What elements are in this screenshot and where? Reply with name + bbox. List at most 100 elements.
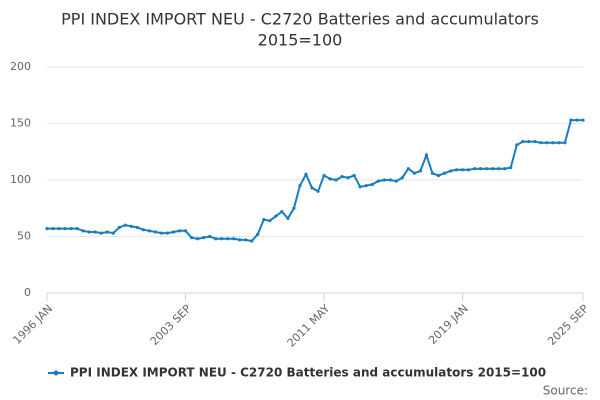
point	[316, 189, 320, 193]
point	[111, 231, 115, 235]
point	[581, 118, 585, 122]
point	[406, 167, 410, 171]
point	[575, 118, 579, 122]
point	[448, 169, 453, 173]
point	[274, 214, 278, 218]
point	[430, 171, 435, 175]
point	[340, 175, 344, 179]
y-tick-label: 0	[24, 286, 31, 299]
point	[515, 143, 519, 147]
point	[292, 206, 296, 210]
point	[189, 236, 194, 240]
point	[310, 186, 314, 190]
source: Source:	[543, 384, 588, 398]
point	[99, 231, 103, 235]
point	[159, 231, 164, 235]
chart-title: PPI INDEX IMPORT NEU - C2720 Batteries a…	[61, 10, 539, 29]
point	[521, 139, 525, 144]
point	[551, 141, 555, 145]
point	[280, 210, 284, 214]
point	[400, 176, 404, 180]
point	[527, 139, 531, 144]
point	[75, 226, 79, 231]
point	[545, 141, 549, 145]
point	[460, 168, 465, 172]
point	[268, 219, 272, 223]
point	[93, 230, 97, 234]
legend-marker	[53, 370, 59, 376]
x-tick-label: 2003 SEP	[148, 302, 194, 348]
point	[370, 182, 374, 187]
point	[135, 225, 139, 230]
point	[376, 179, 380, 183]
x-tick-label: 2019 JAN	[426, 302, 471, 347]
point	[165, 231, 170, 235]
point	[195, 237, 200, 241]
y-tick-label: 200	[10, 60, 31, 73]
point	[382, 178, 386, 182]
point	[394, 179, 398, 183]
point	[208, 234, 212, 239]
point	[466, 168, 471, 172]
point	[442, 171, 447, 175]
point	[244, 238, 248, 242]
point	[147, 229, 151, 233]
point	[322, 173, 326, 178]
point	[563, 141, 567, 145]
point	[183, 229, 188, 233]
point	[69, 226, 73, 231]
point	[424, 153, 429, 157]
point	[81, 229, 85, 233]
point	[497, 167, 501, 171]
point	[454, 168, 459, 172]
point	[51, 226, 55, 231]
point	[226, 237, 230, 241]
point	[232, 237, 236, 241]
y-tick-label: 50	[17, 230, 31, 243]
point	[503, 167, 507, 171]
point	[346, 176, 350, 180]
point	[479, 167, 483, 171]
point	[123, 223, 127, 227]
y-tick-label: 150	[10, 117, 31, 130]
point	[539, 141, 543, 145]
point	[298, 184, 302, 188]
point	[214, 237, 218, 241]
point	[153, 230, 158, 234]
point	[105, 230, 109, 234]
point	[569, 118, 573, 122]
point	[533, 139, 537, 144]
point	[358, 185, 362, 189]
x-tick-label: 2011 MAY	[285, 302, 333, 350]
point	[364, 184, 368, 188]
point	[63, 226, 67, 231]
point	[201, 236, 206, 240]
point	[220, 237, 224, 241]
y-tick-label: 100	[10, 173, 31, 186]
point	[472, 167, 477, 171]
point	[436, 173, 441, 178]
point	[328, 177, 332, 181]
point	[177, 229, 182, 233]
chart-title: 2015=100	[258, 31, 343, 50]
point	[238, 238, 242, 242]
point	[250, 239, 254, 243]
point	[304, 172, 308, 176]
point	[485, 167, 489, 171]
point	[334, 178, 338, 182]
point	[286, 216, 290, 221]
point	[557, 141, 561, 145]
point	[262, 217, 266, 222]
point	[388, 178, 392, 182]
legend-label: PPI INDEX IMPORT NEU - C2720 Batteries a…	[70, 366, 546, 380]
point	[418, 169, 422, 173]
point	[412, 171, 416, 175]
point	[491, 167, 495, 171]
series-line	[47, 119, 583, 243]
point	[129, 224, 133, 228]
point	[256, 232, 260, 236]
point	[45, 226, 49, 231]
point	[509, 165, 513, 170]
point	[117, 225, 121, 230]
